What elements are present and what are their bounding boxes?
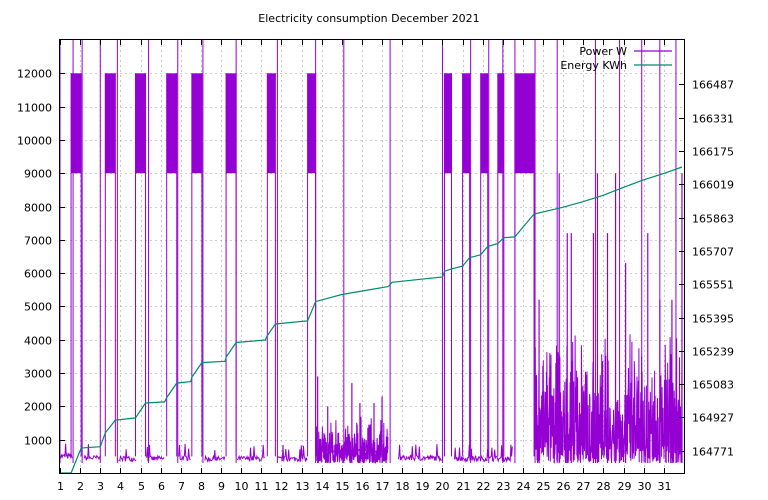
y-tick-label: 11000 [17,102,52,115]
power-heater-block [105,73,116,174]
axis-ticks: 1 2 3 4 5 6 7 8 9 10 11 12 13 14 15 16 17 18 19 20 21 22 23 24 2… [17,40,734,493]
x-tick-label: 26 [557,480,571,493]
x-tick-label: 3 [97,480,104,493]
power-baseline-segment [237,444,265,463]
energy-line [60,166,683,474]
x-tick-label: 29 [618,480,632,493]
power-baseline-segment [178,443,191,462]
y2-tick-label: 164927 [692,412,734,425]
x-tick-label: 12 [275,480,289,493]
y-tick-label: 7000 [24,235,52,248]
y2-tick-label: 165083 [692,379,734,392]
x-tick-label: 31 [658,480,672,493]
power-heater-block [444,73,452,174]
y-tick-label: 8000 [24,202,52,215]
y2-tick-label: 164771 [692,446,734,459]
x-tick-label: 20 [436,480,450,493]
x-tick-label: 25 [537,480,551,493]
x-tick-label: 6 [158,480,165,493]
y2-tick-label: 165863 [692,213,734,226]
x-tick-label: 27 [577,480,591,493]
power-heater-block [267,73,276,174]
y-tick-label: 2000 [24,401,52,414]
series-energy [60,166,683,474]
x-tick-label: 18 [396,480,410,493]
x-tick-label: 7 [178,480,185,493]
x-tick-label: 9 [218,480,225,493]
y-tick-label: 12000 [17,68,52,81]
power-baseline-segment [146,444,165,462]
y2-tick-label: 165395 [692,313,734,326]
x-tick-label: 17 [376,480,390,493]
legend-label: Power W [579,45,627,58]
power-heater-block [480,73,488,174]
y-tick-label: 6000 [24,268,52,281]
y-tick-label: 3000 [24,368,52,381]
y-tick-label: 9000 [24,168,52,181]
x-tick-label: 24 [517,480,531,493]
power-baseline-segment [59,443,73,460]
x-tick-label: 22 [477,480,491,493]
x-tick-label: 28 [597,480,611,493]
y2-tick-label: 166019 [692,179,734,192]
plot-frame [59,39,685,474]
power-heater-block [166,73,177,174]
y2-tick-label: 166331 [692,113,734,126]
power-heater-block [307,73,316,174]
power-heater-block [497,73,504,174]
power-heater-block [71,73,82,174]
x-tick-label: 15 [336,480,350,493]
x-tick-label: 21 [457,480,471,493]
x-tick-label: 1 [57,480,64,493]
x-tick-label: 16 [356,480,370,493]
x-tick-label: 11 [255,480,269,493]
power-heater-block [191,73,202,174]
legend-label: Energy KWh [560,59,627,72]
chart-title: Electricity consumption December 2021 [258,12,479,25]
y2-tick-label: 166487 [692,79,734,92]
power-baseline-segment [83,444,101,461]
y-tick-label: 1000 [24,435,52,448]
y-tick-label: 5000 [24,301,52,314]
y2-tick-label: 165551 [692,279,734,292]
x-tick-label: 10 [235,480,249,493]
power-heater-block [226,73,237,174]
power-baseline-segment [397,444,442,463]
y-tick-label: 4000 [24,335,52,348]
power-heater-block [135,73,146,174]
x-tick-label: 19 [416,480,430,493]
x-tick-label: 4 [117,480,124,493]
power-heater-block [514,73,535,174]
x-tick-label: 5 [138,480,145,493]
power-heater-block [462,73,470,174]
power-baseline-segment [118,449,137,463]
x-tick-label: 14 [316,480,330,493]
y2-tick-label: 165239 [692,346,734,359]
x-tick-label: 2 [77,480,84,493]
power-baseline-segment [204,449,226,464]
x-tick-label: 30 [638,480,652,493]
x-tick-label: 8 [198,480,205,493]
y2-tick-label: 166175 [692,146,734,159]
x-tick-label: 13 [296,480,310,493]
y2-tick-label: 165707 [692,246,734,259]
y-tick-label: 10000 [17,135,52,148]
power-baseline-segment [277,444,308,463]
x-tick-label: 23 [497,480,511,493]
